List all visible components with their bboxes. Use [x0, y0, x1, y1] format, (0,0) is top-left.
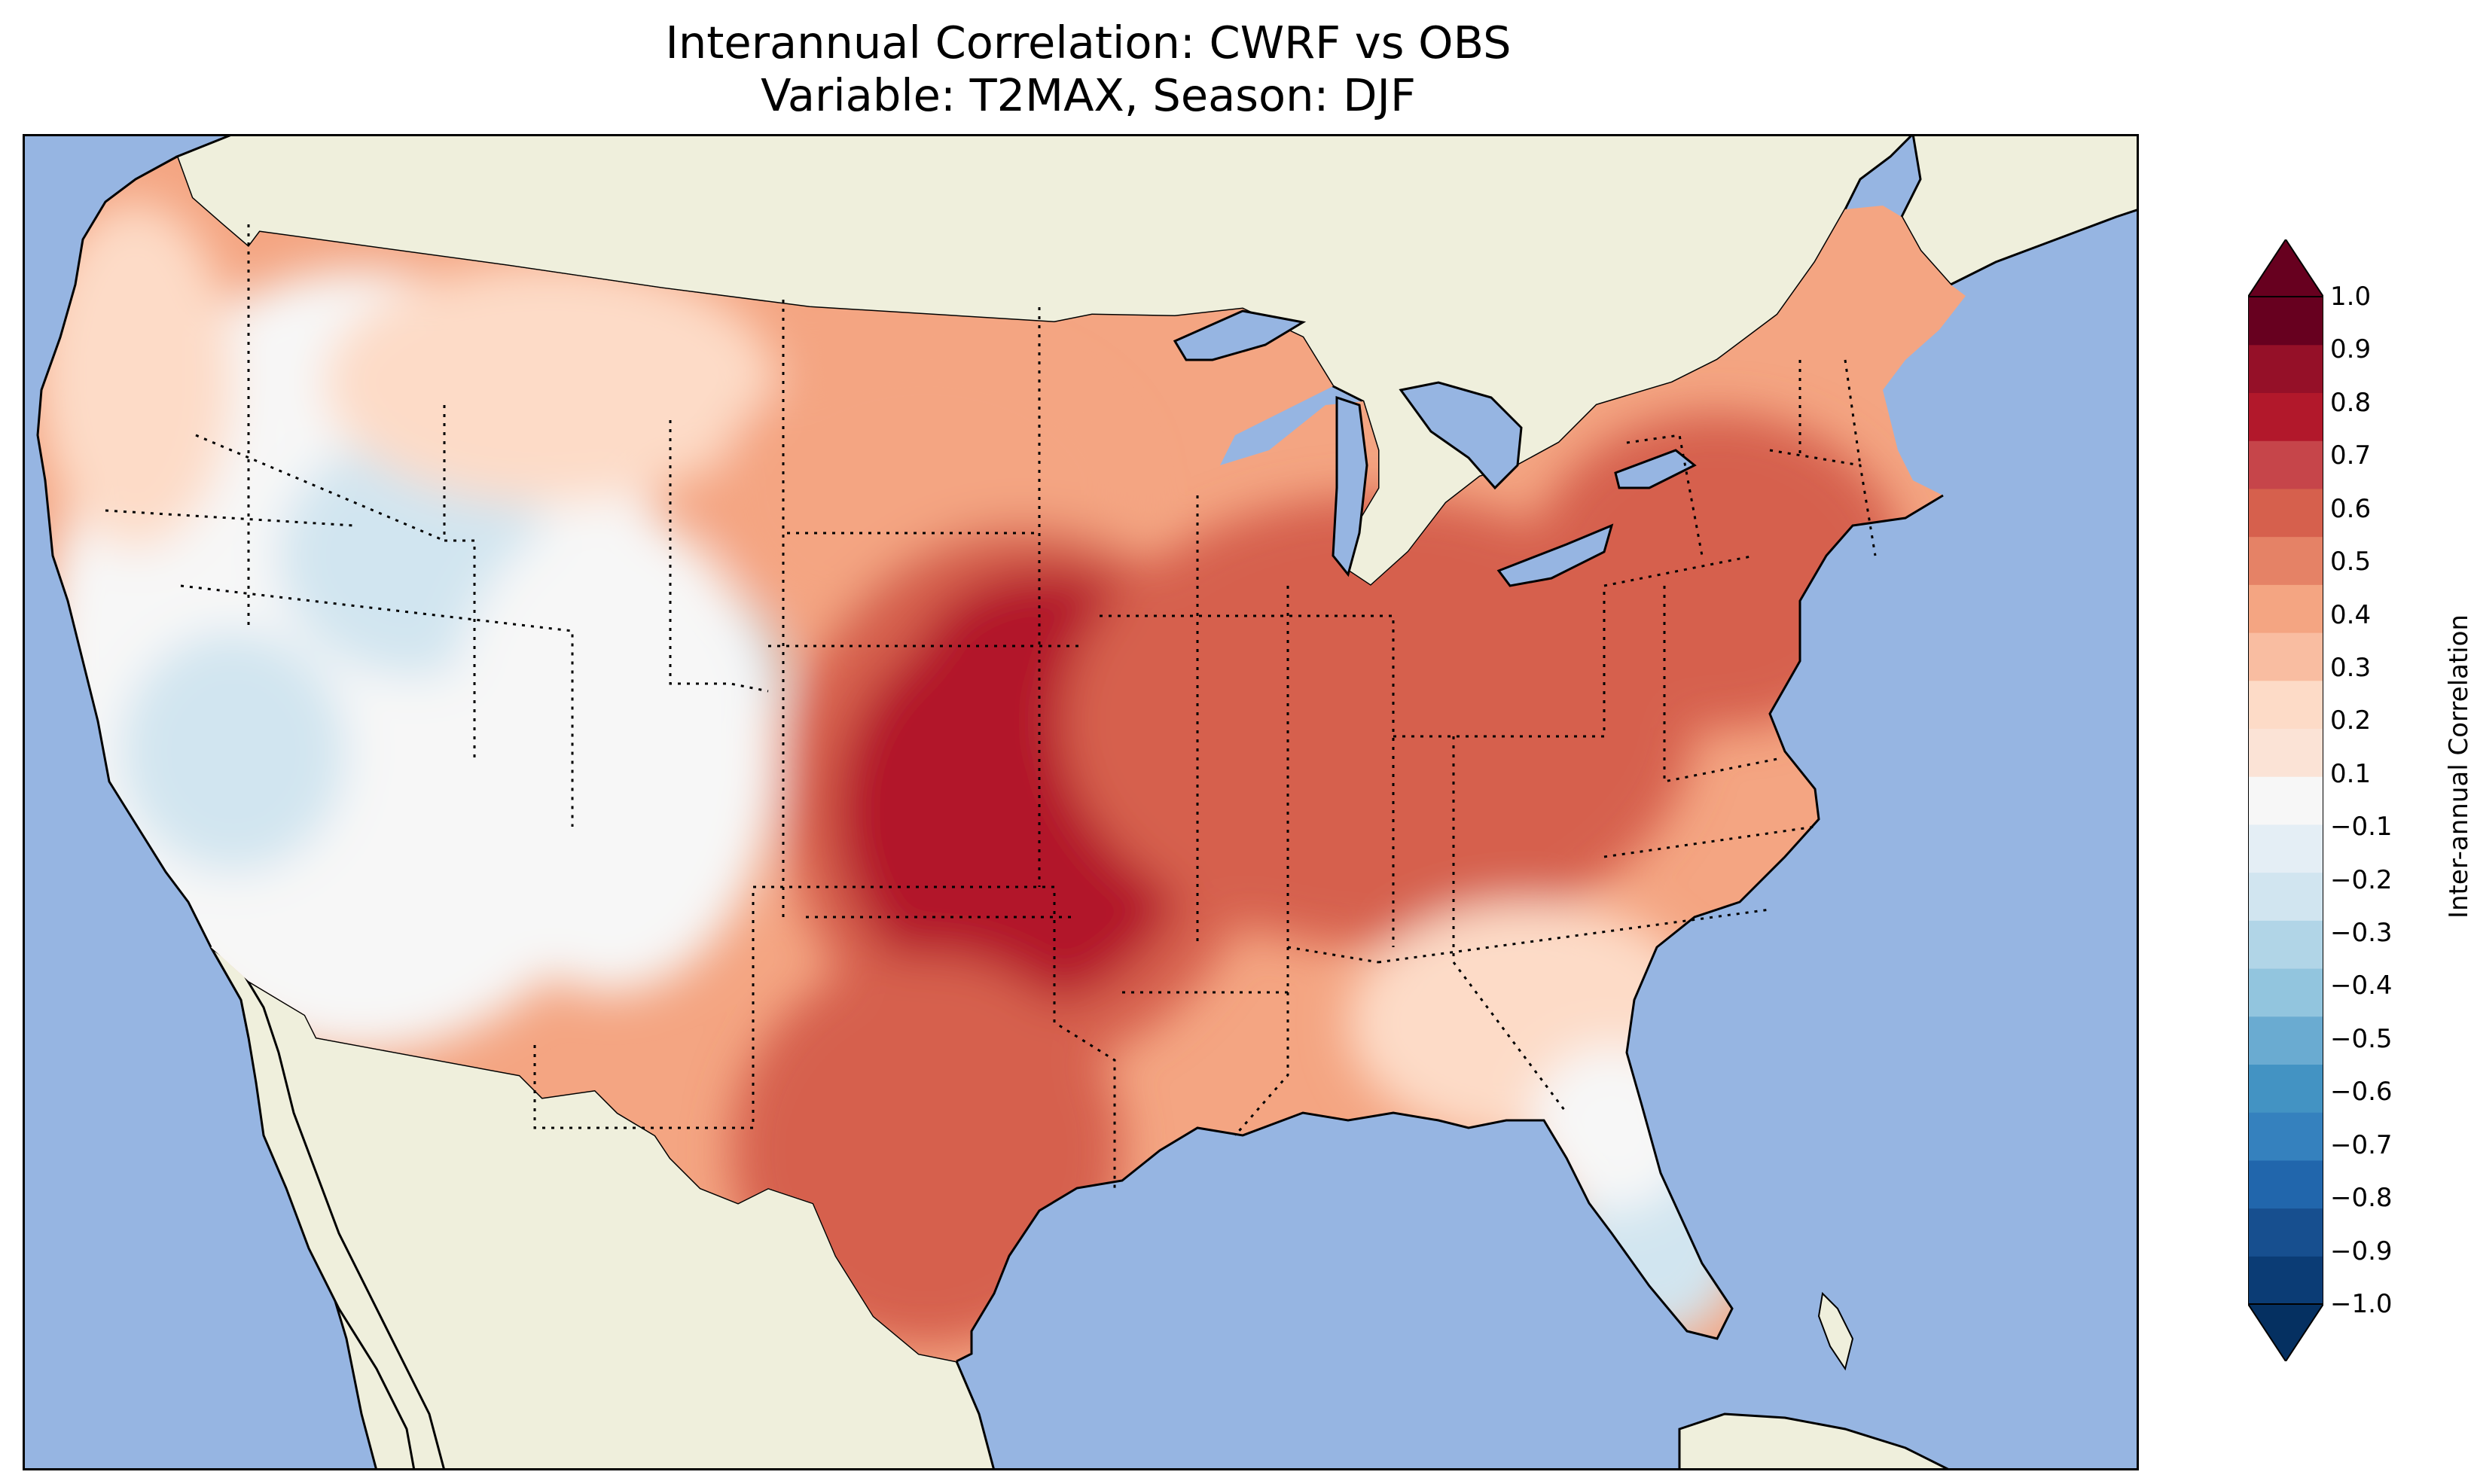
colorbar-outline [2248, 296, 2323, 1305]
tick-label: −0.9 [2330, 1236, 2393, 1266]
tick-label: 0.5 [2330, 547, 2372, 577]
colorbar-segment [2248, 297, 2323, 346]
state-borders [105, 224, 1877, 1188]
tick-label: 0.2 [2330, 705, 2372, 736]
baja-peninsula [209, 946, 446, 1470]
colorbar-segment [2248, 680, 2323, 730]
colorbar-segment [2248, 632, 2323, 681]
us-coastline [36, 155, 1944, 1363]
tick-label: 0.6 [2330, 493, 2372, 524]
colorbar-extend-min [2248, 1303, 2323, 1361]
tick-label: −0.6 [2330, 1077, 2393, 1108]
great-lakes [1173, 309, 1697, 587]
tick-label: −0.5 [2330, 1023, 2393, 1054]
tick-label: −0.3 [2330, 918, 2393, 949]
colorbar-segment [2248, 488, 2323, 538]
colorbar-segment [2248, 1112, 2323, 1161]
chart-subtitle: Variable: T2MAX, Season: DJF [761, 69, 1416, 121]
tick-label: 0.9 [2330, 334, 2372, 365]
tick-label: −0.8 [2330, 1183, 2393, 1214]
map-frame [23, 134, 2139, 1470]
tick-label: −0.4 [2330, 971, 2393, 1001]
tick-label: 0.3 [2330, 652, 2372, 683]
tick-label: 0.4 [2330, 599, 2372, 630]
tick-label: −0.2 [2330, 864, 2393, 895]
chart-title: Interannual Correlation: CWRF vs OBS [665, 17, 1512, 69]
colorbar-segment [2248, 1016, 2323, 1065]
colorbar-extend-max [2248, 239, 2323, 297]
tick-label: 1.0 [2330, 282, 2372, 312]
colorbar [2248, 239, 2323, 1361]
colorbar-segment [2248, 1256, 2323, 1305]
colorbar-segment [2248, 440, 2323, 489]
colorbar-segment [2248, 968, 2323, 1017]
cuba-island [1678, 1412, 1951, 1470]
tick-label: 0.1 [2330, 758, 2372, 789]
tick-label: −0.1 [2330, 812, 2393, 843]
colorbar-segment [2248, 1064, 2323, 1113]
tick-label: 0.8 [2330, 387, 2372, 418]
colorbar-segment [2248, 920, 2323, 969]
colorbar-segment [2248, 824, 2323, 873]
colorbar-segment [2248, 1208, 2323, 1257]
colorbar-segment [2248, 344, 2323, 394]
tick-label: −1.0 [2330, 1289, 2393, 1319]
bahamas-island [1817, 1291, 1854, 1371]
colorbar-segment [2248, 776, 2323, 825]
colorbar-segment [2248, 728, 2323, 777]
tick-label: −0.7 [2330, 1129, 2393, 1160]
tick-label: 0.7 [2330, 440, 2372, 471]
colorbar-segment [2248, 1159, 2323, 1209]
colorbar-label: Inter-annual Correlation [2444, 614, 2474, 919]
colorbar-segment [2248, 872, 2323, 921]
colorbar-segment [2248, 536, 2323, 585]
colorbar-segment [2248, 392, 2323, 441]
colorbar-segment [2248, 584, 2323, 633]
colorbar-segments [2248, 297, 2323, 1305]
correlation-map [23, 134, 2139, 1470]
